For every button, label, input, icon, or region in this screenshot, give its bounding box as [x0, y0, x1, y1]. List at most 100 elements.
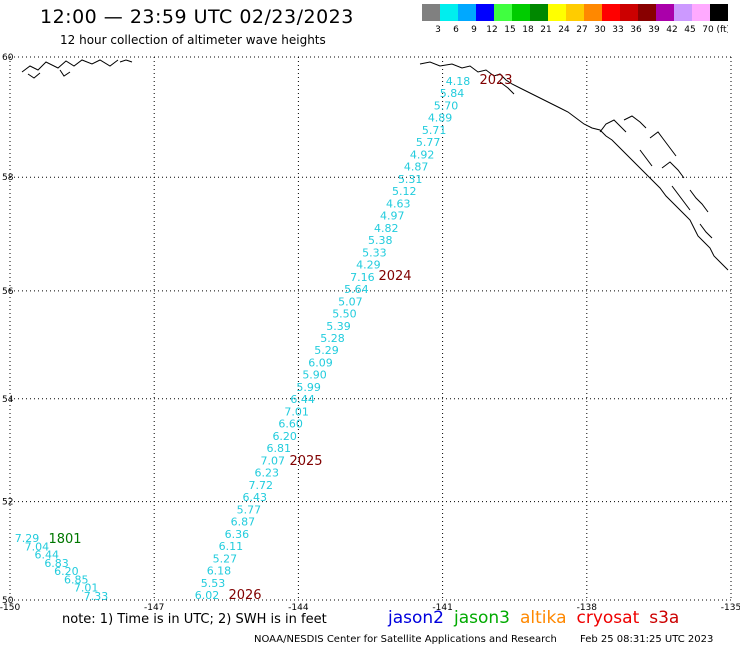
- swh-value: 5.99: [296, 381, 321, 394]
- lon-tick-label: -147: [144, 603, 164, 613]
- swh-value: 6.18: [207, 565, 232, 578]
- lon-tick-label: -144: [288, 603, 309, 613]
- map-grid: [9, 56, 732, 601]
- legend-swatch: [476, 4, 494, 21]
- swh-value: 7.01: [74, 582, 99, 595]
- swh-value: 6.20: [54, 565, 79, 578]
- swh-value: 4.89: [428, 112, 453, 125]
- page-subtitle: 12 hour collection of altimeter wave hei…: [60, 33, 326, 47]
- legend-label: 27: [576, 25, 587, 34]
- swh-value: 5.33: [362, 246, 387, 259]
- legend-swatch: [620, 4, 638, 21]
- swh-value: 5.64: [344, 283, 369, 296]
- swh-value: 5.27: [213, 552, 238, 565]
- mission-jason3: jason3: [454, 608, 510, 628]
- legend-swatch: [548, 4, 566, 21]
- legend-label: 45: [684, 25, 695, 34]
- legend-label: 36: [630, 25, 642, 34]
- pass-number: 2025: [289, 454, 322, 469]
- swh-value: 5.77: [237, 503, 262, 516]
- lon-tick-label: -150: [0, 603, 20, 613]
- swh-value: 5.07: [338, 295, 363, 308]
- legend-label: 30: [594, 25, 606, 34]
- swh-value: 6.81: [266, 442, 291, 455]
- legend-swatch: [710, 4, 728, 21]
- lon-tick-label: -135: [721, 603, 740, 613]
- swh-value: 6.44: [34, 549, 59, 562]
- lon-tick-label: -141: [432, 603, 452, 613]
- swh-value: 5.50: [332, 308, 357, 321]
- swh-value: 5.38: [368, 234, 393, 247]
- lat-tick-label: 60: [2, 53, 14, 63]
- swh-value: 5.28: [320, 332, 345, 345]
- legend-swatch: [440, 4, 458, 21]
- legend-label: 15: [504, 25, 515, 34]
- legend-swatch: [656, 4, 674, 21]
- legend-label: 24: [558, 25, 570, 34]
- mission-cryosat: cryosat: [576, 608, 640, 628]
- swh-value: 7.29: [15, 532, 40, 545]
- swh-value: 6.85: [64, 573, 89, 586]
- legend-swatch: [530, 4, 548, 21]
- swh-value: 6.43: [243, 491, 268, 504]
- swh-value: 6.09: [308, 356, 333, 369]
- legend-swatch: [422, 4, 440, 21]
- swh-value: 5.77: [416, 136, 441, 149]
- swh-value: 4.82: [374, 222, 399, 235]
- pass-number: 2024: [378, 269, 411, 284]
- footer-timestamp: Feb 25 08:31:25 UTC 2023: [580, 634, 714, 645]
- legend-swatch: [674, 4, 692, 21]
- pass-number: 1801: [48, 532, 81, 547]
- legend-swatch: [512, 4, 530, 21]
- pass-number: 2026: [228, 588, 261, 603]
- lat-tick-label: 58: [2, 173, 14, 183]
- legend-label: 21: [540, 25, 551, 34]
- swh-value: 6.36: [225, 528, 250, 541]
- legend-swatch: [638, 4, 656, 21]
- swh-value: 5.90: [302, 369, 327, 382]
- mission-s3a: s3a: [649, 608, 680, 628]
- swh-value: 7.01: [284, 405, 309, 418]
- mission-list: jason2 jason3 altika cryosat s3a: [388, 608, 689, 628]
- swh-value: 7.16: [350, 271, 375, 284]
- lon-tick-label: -138: [577, 603, 598, 613]
- legend-swatch: [458, 4, 476, 21]
- legend-label: 6: [453, 25, 459, 34]
- swh-value: 5.70: [434, 99, 459, 112]
- lat-tick-label: 56: [2, 287, 14, 297]
- swh-value: 6.11: [219, 540, 244, 553]
- legend-label: 12: [486, 25, 497, 34]
- legend-label: 42: [666, 25, 677, 34]
- swh-value: 4.97: [380, 210, 405, 223]
- axis-labels: -150 -147 -144 -141 -138 -135 60 58 56 54 52 50: [0, 53, 740, 613]
- footer-credit: NOAA/NESDIS Center for Satellite Applica…: [254, 634, 557, 645]
- mission-jason2: jason2: [388, 608, 444, 628]
- legend-label: 70: [702, 25, 714, 34]
- legend-unit: (ft): [716, 25, 728, 34]
- footer-note: note: 1) Time is in UTC; 2) SWH is in fe…: [62, 612, 327, 627]
- swh-value: 5.12: [392, 185, 417, 198]
- swh-value: 4.18: [446, 75, 471, 88]
- legend-label: 33: [612, 25, 623, 34]
- lat-tick-label: 54: [2, 395, 14, 405]
- altimeter-tracks: 4.185.845.704.895.715.774.924.875.315.12…: [15, 73, 513, 603]
- swh-value: 6.87: [231, 516, 256, 529]
- swh-value: 6.02: [195, 589, 220, 602]
- legend-label: 9: [471, 25, 477, 34]
- swh-value: 5.71: [422, 124, 447, 137]
- legend-swatch: [566, 4, 584, 21]
- mission-altika: altika: [520, 608, 567, 628]
- coastline: [21, 59, 729, 271]
- legend-swatch: [602, 4, 620, 21]
- legend-swatch: [584, 4, 602, 21]
- swh-value: 6.60: [278, 418, 303, 431]
- swh-value: 7.04: [25, 540, 50, 553]
- swh-value: 7.07: [260, 454, 285, 467]
- lat-tick-label: 50: [2, 596, 14, 606]
- swh-value: 6.44: [290, 393, 315, 406]
- swh-value: 4.29: [356, 259, 381, 272]
- legend-label: 3: [435, 25, 441, 34]
- swh-value: 5.29: [314, 344, 339, 357]
